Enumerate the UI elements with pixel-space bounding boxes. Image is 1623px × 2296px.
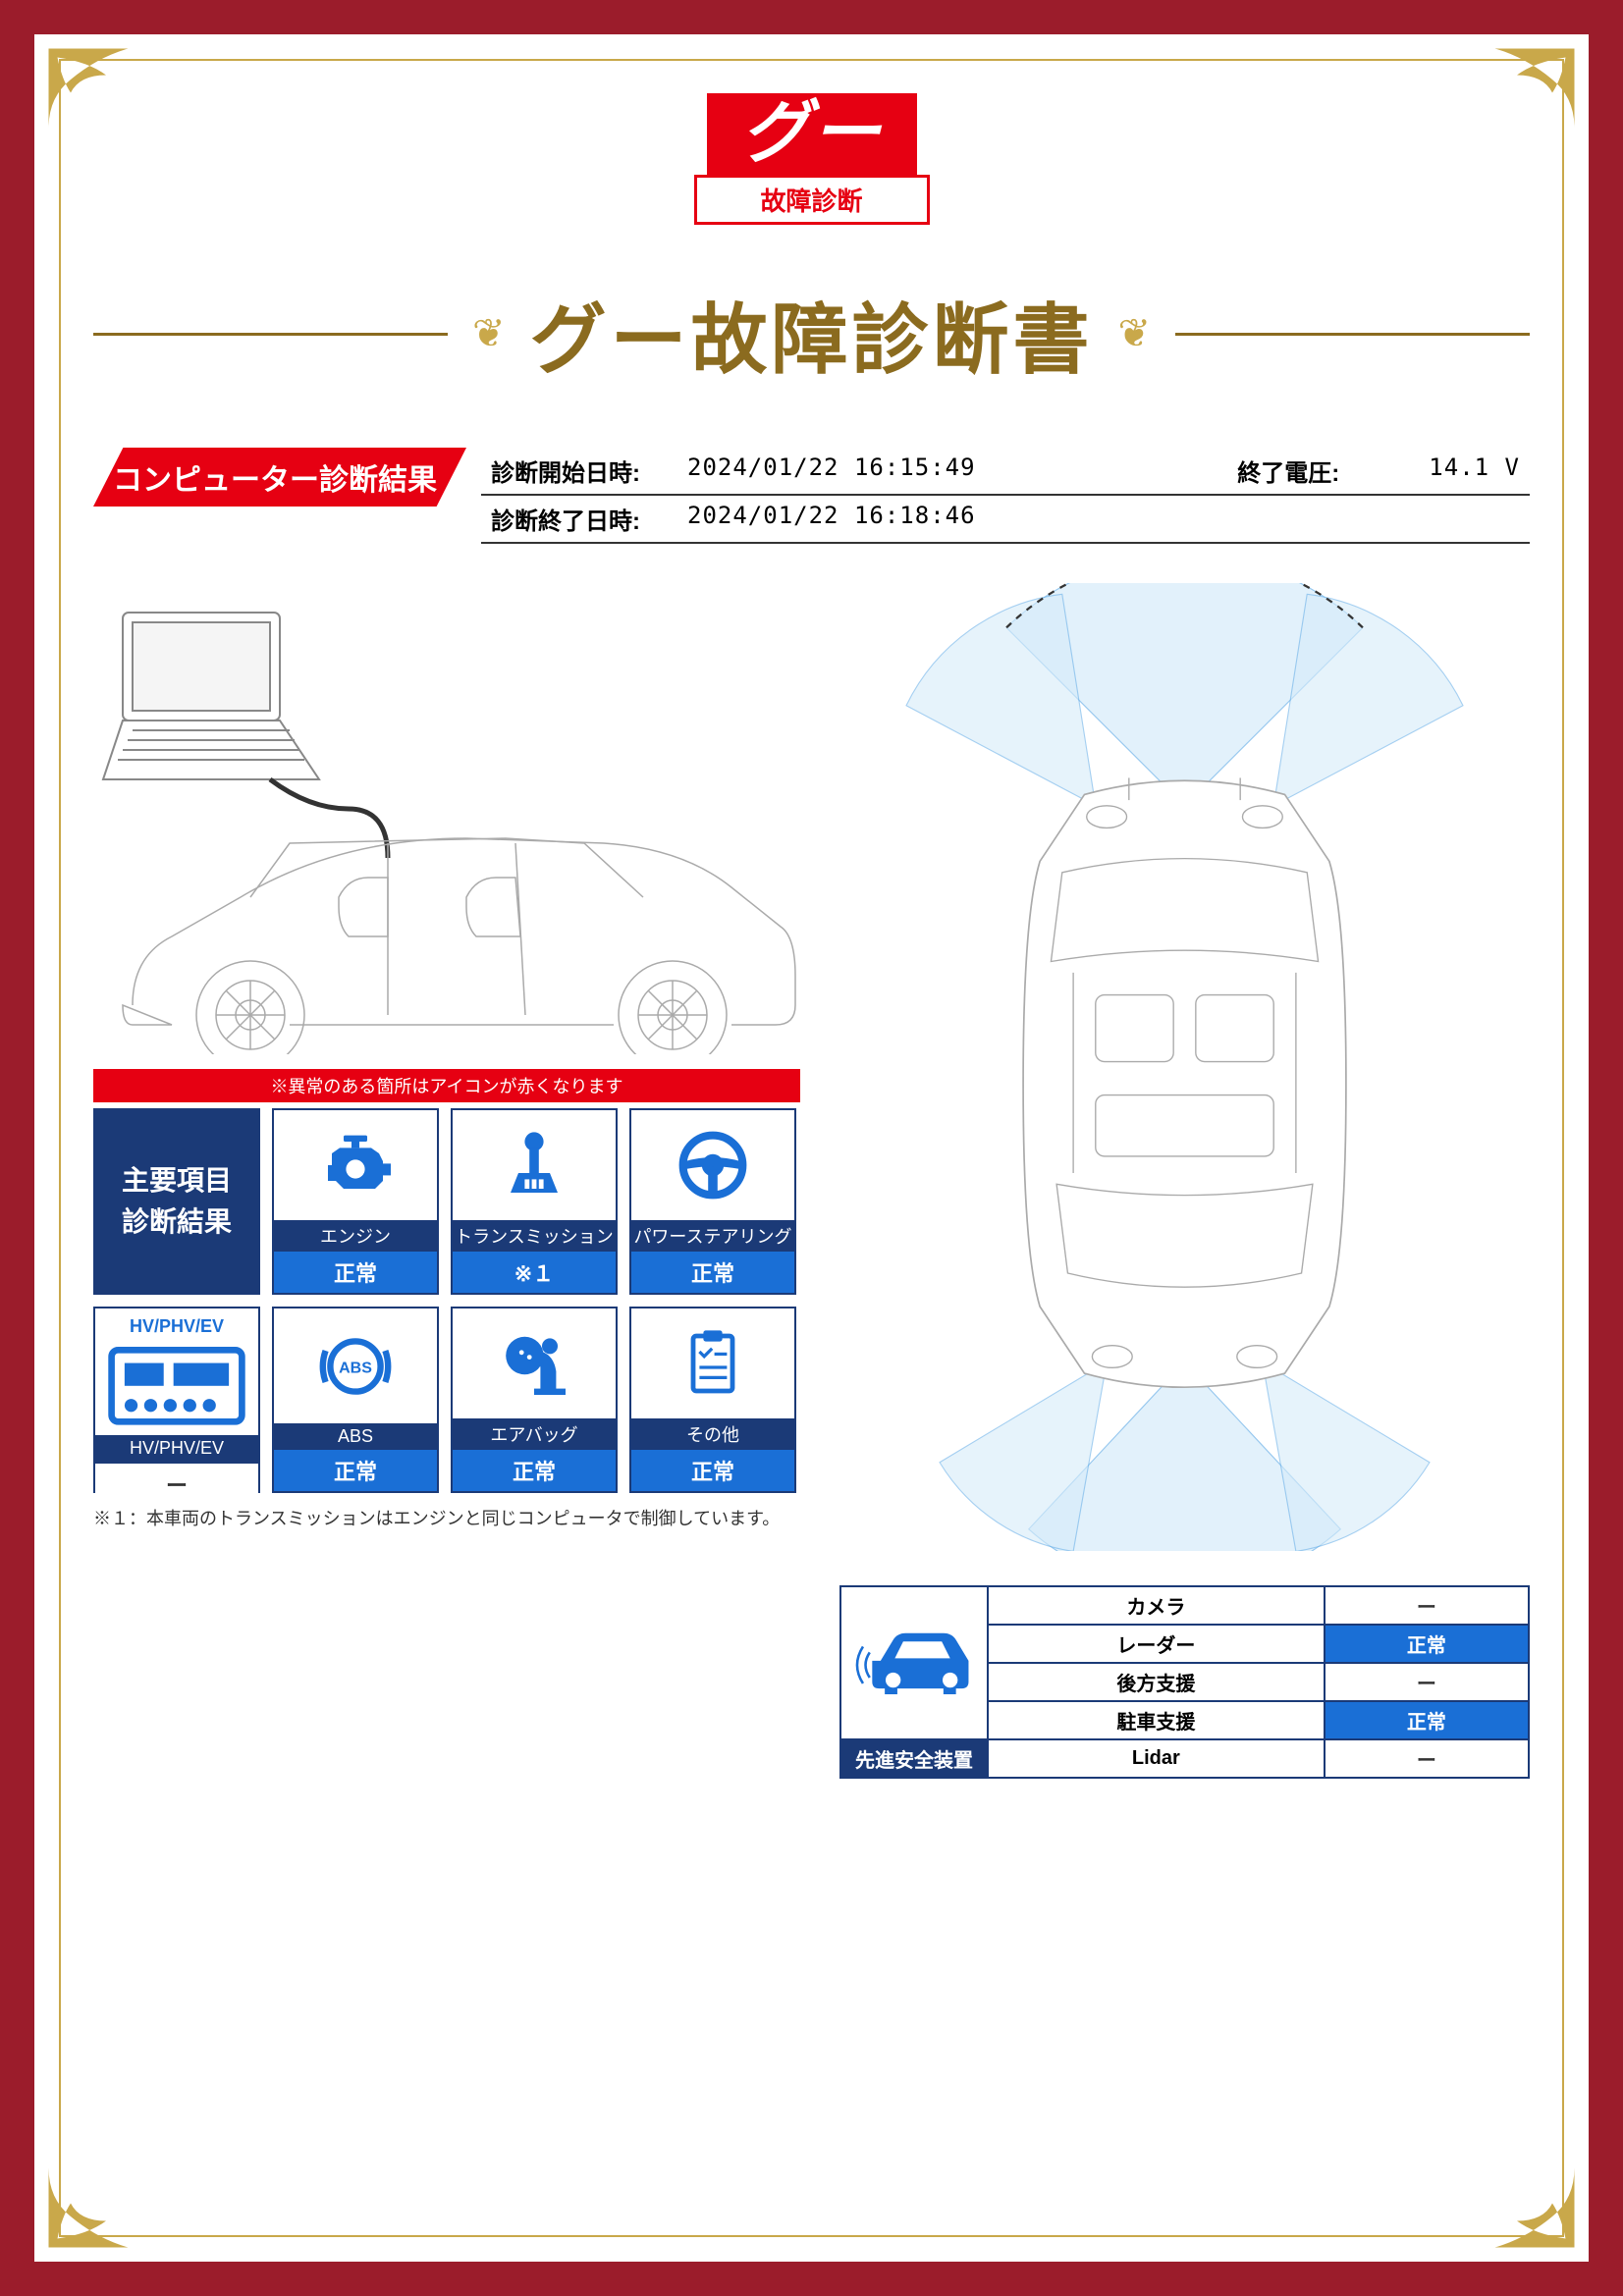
result-label: パワーステアリング: [631, 1220, 794, 1252]
safety-row-label: Lidar: [988, 1739, 1325, 1778]
result-label: エアバッグ: [453, 1418, 616, 1450]
result-other: その他 正常: [629, 1307, 796, 1493]
car-side-diagram: ※異常のある箇所はアイコンが赤くなります 主要項目 診断結果 エンジン 正常: [93, 583, 800, 1779]
safety-table-header: 先進安全装置: [840, 1739, 988, 1778]
safety-car-icon: [851, 1615, 977, 1707]
clipboard-icon: [631, 1308, 794, 1418]
result-status: 正常: [631, 1252, 794, 1293]
results-grid: 主要項目 診断結果 エンジン 正常: [93, 1108, 800, 1493]
result-engine: エンジン 正常: [272, 1108, 439, 1295]
results-header-cell: 主要項目 診断結果: [93, 1108, 260, 1295]
result-status: ※１: [453, 1252, 616, 1293]
safety-car-icon-cell: [840, 1586, 988, 1739]
section-header-row: コンピューター診断結果 診断開始日時: 2024/01/22 16:15:49 …: [93, 448, 1530, 544]
transmission-icon: [453, 1110, 616, 1220]
result-status: 正常: [274, 1450, 437, 1491]
result-hv: HV/PHV/EV HV/PHV/EV ー: [93, 1307, 260, 1493]
airbag-icon: [453, 1308, 616, 1418]
document-title-row: ❦ グー故障診断書 ❦: [93, 279, 1530, 389]
safety-equipment-table: カメラ ー レーダー 正常 後方支援 ー 駐車支援 正常: [839, 1585, 1530, 1779]
safety-row-label: 駐車支援: [988, 1701, 1325, 1739]
result-abs: ABS ABS 正常: [272, 1307, 439, 1493]
certificate-page: グー 故障診断 ❦ グー故障診断書 ❦ コンピューター診断結果 診断開始日時: …: [34, 34, 1589, 2262]
safety-row-status: ー: [1325, 1586, 1529, 1625]
safety-row-status: 正常: [1325, 1701, 1529, 1739]
result-label: ABS: [274, 1423, 437, 1450]
corner-ornament-icon: [44, 44, 133, 133]
brand-logo: グー 故障診断: [93, 93, 1530, 225]
voltage-label: 終了電圧:: [1237, 454, 1414, 488]
results-block: ※異常のある箇所はアイコンが赤くなります 主要項目 診断結果 エンジン 正常: [93, 1069, 800, 1530]
safety-row-status: ー: [1325, 1663, 1529, 1701]
corner-ornament-icon: [1490, 44, 1579, 133]
end-time-label: 診断終了日時:: [491, 502, 668, 536]
car-side-wireframe-icon: [93, 583, 800, 1054]
results-footnote: ※１：本車両のトランスミッションはエンジンと同じコンピュータで制御しています。: [93, 1505, 800, 1530]
document-title: グー故障診断書: [530, 279, 1094, 389]
result-status: 正常: [274, 1252, 437, 1293]
flourish-icon: ❦: [1113, 311, 1157, 356]
result-label: HV/PHV/EV: [95, 1435, 258, 1462]
corner-ornament-icon: [44, 2163, 133, 2252]
section-badge: コンピューター診断結果: [93, 448, 466, 507]
diagnosis-meta: 診断開始日時: 2024/01/22 16:15:49 終了電圧: 14.1 V…: [481, 448, 1530, 544]
certificate-outer-frame: グー 故障診断 ❦ グー故障診断書 ❦ コンピューター診断結果 診断開始日時: …: [0, 0, 1623, 2296]
results-banner: ※異常のある箇所はアイコンが赤くなります: [93, 1069, 800, 1102]
safety-row-label: 後方支援: [988, 1663, 1325, 1701]
result-label: その他: [631, 1418, 794, 1450]
flourish-icon: ❦: [467, 311, 511, 356]
ecu-icon: [95, 1337, 258, 1435]
results-header-text: 主要項目 診断結果: [122, 1160, 232, 1243]
safety-row-status: 正常: [1325, 1625, 1529, 1663]
end-time-value: 2024/01/22 16:18:46: [687, 502, 976, 536]
result-status: 正常: [631, 1450, 794, 1491]
title-rule-right: [1175, 333, 1530, 336]
voltage-value: 14.1 V: [1429, 454, 1520, 488]
abs-icon: ABS: [274, 1308, 437, 1423]
hv-top-label: HV/PHV/EV: [95, 1308, 258, 1337]
brand-logo-text: グー: [707, 93, 917, 177]
result-status: 正常: [453, 1450, 616, 1491]
car-top-diagram-column: カメラ ー レーダー 正常 後方支援 ー 駐車支援 正常: [839, 583, 1530, 1779]
vehicle-diagrams: ※異常のある箇所はアイコンが赤くなります 主要項目 診断結果 エンジン 正常: [93, 583, 1530, 1779]
corner-ornament-icon: [1490, 2163, 1579, 2252]
steering-wheel-icon: [631, 1110, 794, 1220]
safety-row-label: レーダー: [988, 1625, 1325, 1663]
engine-icon: [274, 1110, 437, 1220]
result-airbag: エアバッグ 正常: [451, 1307, 618, 1493]
safety-row-status: ー: [1325, 1739, 1529, 1778]
title-rule-left: [93, 333, 448, 336]
brand-logo-subtitle: 故障診断: [694, 175, 930, 225]
meta-row-end: 診断終了日時: 2024/01/22 16:18:46: [481, 496, 1530, 544]
result-power-steering: パワーステアリング 正常: [629, 1108, 796, 1295]
svg-text:ABS: ABS: [339, 1360, 372, 1376]
start-time-value: 2024/01/22 16:15:49: [687, 454, 976, 488]
start-time-label: 診断開始日時:: [491, 454, 668, 488]
result-label: トランスミッション: [453, 1220, 616, 1252]
car-top-sensor-icon: [839, 583, 1530, 1551]
result-transmission: トランスミッション ※１: [451, 1108, 618, 1295]
meta-row-start: 診断開始日時: 2024/01/22 16:15:49 終了電圧: 14.1 V: [481, 448, 1530, 496]
result-status: ー: [95, 1462, 258, 1505]
safety-row-label: カメラ: [988, 1586, 1325, 1625]
result-label: エンジン: [274, 1220, 437, 1252]
